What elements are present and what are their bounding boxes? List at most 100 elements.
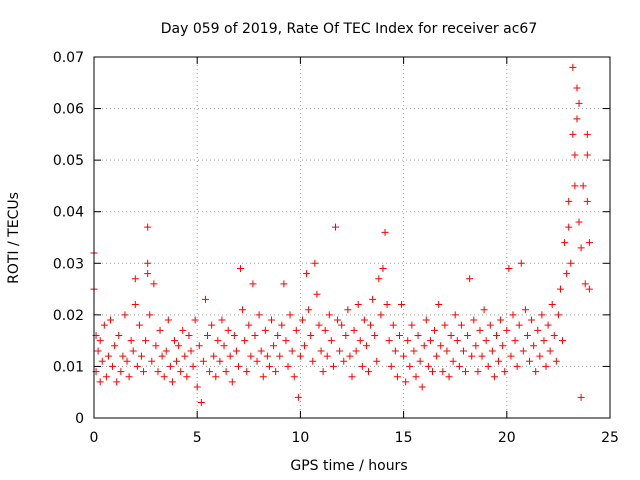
data-point — [459, 347, 467, 355]
data-point — [261, 326, 269, 334]
data-point — [381, 228, 389, 236]
data-point — [265, 362, 273, 370]
data-point — [197, 399, 205, 407]
data-point — [146, 311, 154, 319]
data-point — [575, 218, 583, 226]
data-point — [383, 301, 391, 309]
y-axis-label: ROTI / TECUs — [6, 192, 22, 284]
data-point — [160, 373, 168, 381]
data-point — [393, 373, 401, 381]
data-point — [317, 347, 325, 355]
data-point — [247, 352, 255, 360]
data-point — [334, 316, 342, 324]
data-point — [420, 342, 428, 350]
data-point — [404, 337, 412, 345]
data-point — [571, 151, 579, 159]
data-point — [365, 368, 373, 376]
data-point — [474, 368, 482, 376]
data-point — [515, 321, 523, 329]
data-point — [307, 331, 315, 339]
data-point — [296, 352, 304, 360]
data-point — [538, 311, 546, 319]
y-tick-label: 0.03 — [53, 256, 84, 272]
data-point — [173, 357, 181, 365]
data-point — [98, 357, 106, 365]
data-point — [431, 326, 439, 334]
data-point — [131, 301, 139, 309]
data-point — [519, 347, 527, 355]
data-point — [441, 321, 449, 329]
data-point — [387, 362, 395, 370]
data-point — [142, 337, 150, 345]
data-point — [449, 357, 457, 365]
data-point — [305, 306, 313, 314]
data-point — [177, 368, 185, 376]
data-point — [144, 259, 152, 267]
data-point — [373, 357, 381, 365]
data-point — [204, 331, 212, 339]
data-point — [563, 270, 571, 278]
data-point — [453, 337, 461, 345]
data-point — [528, 316, 536, 324]
data-point — [282, 337, 290, 345]
data-point — [523, 331, 531, 339]
data-point — [263, 352, 271, 360]
data-point — [569, 130, 577, 138]
data-point — [360, 316, 368, 324]
chart-title: Day 059 of 2019, Rate Of TEC Index for r… — [161, 21, 537, 37]
data-point — [243, 368, 251, 376]
data-point — [581, 280, 589, 288]
data-point — [443, 347, 451, 355]
data-point — [455, 362, 463, 370]
data-point — [484, 362, 492, 370]
data-point — [567, 259, 575, 267]
data-point — [379, 264, 387, 272]
data-point — [206, 368, 214, 376]
data-point — [406, 362, 414, 370]
data-points — [90, 63, 593, 407]
data-point — [131, 275, 139, 283]
data-point — [412, 373, 420, 381]
data-point — [181, 352, 189, 360]
data-point — [117, 368, 125, 376]
data-point — [579, 182, 587, 190]
data-point — [583, 197, 591, 205]
data-point — [166, 362, 174, 370]
data-point — [559, 337, 567, 345]
data-point — [385, 337, 393, 345]
x-tick-label: 15 — [395, 430, 413, 446]
data-point — [389, 321, 397, 329]
data-point — [179, 326, 187, 334]
data-point — [439, 368, 447, 376]
data-point — [507, 352, 515, 360]
data-point — [348, 373, 356, 381]
data-point — [338, 321, 346, 329]
data-point — [331, 223, 339, 231]
data-point — [255, 311, 263, 319]
data-point — [133, 362, 141, 370]
data-point — [408, 321, 416, 329]
data-point — [552, 357, 560, 365]
data-point — [272, 368, 280, 376]
data-point — [571, 182, 579, 190]
data-point — [121, 311, 129, 319]
data-point — [251, 331, 259, 339]
data-point — [346, 352, 354, 360]
data-point — [158, 352, 166, 360]
data-point — [542, 362, 550, 370]
data-point — [342, 331, 350, 339]
data-point — [270, 342, 278, 350]
data-point — [433, 352, 441, 360]
data-point — [168, 378, 176, 386]
data-point — [530, 342, 538, 350]
data-point — [327, 337, 335, 345]
data-point — [398, 301, 406, 309]
data-point — [470, 316, 478, 324]
data-point — [340, 357, 348, 365]
data-point — [495, 357, 503, 365]
data-point — [323, 352, 331, 360]
data-point — [480, 306, 488, 314]
x-tick-label: 20 — [498, 430, 516, 446]
data-point — [311, 259, 319, 267]
